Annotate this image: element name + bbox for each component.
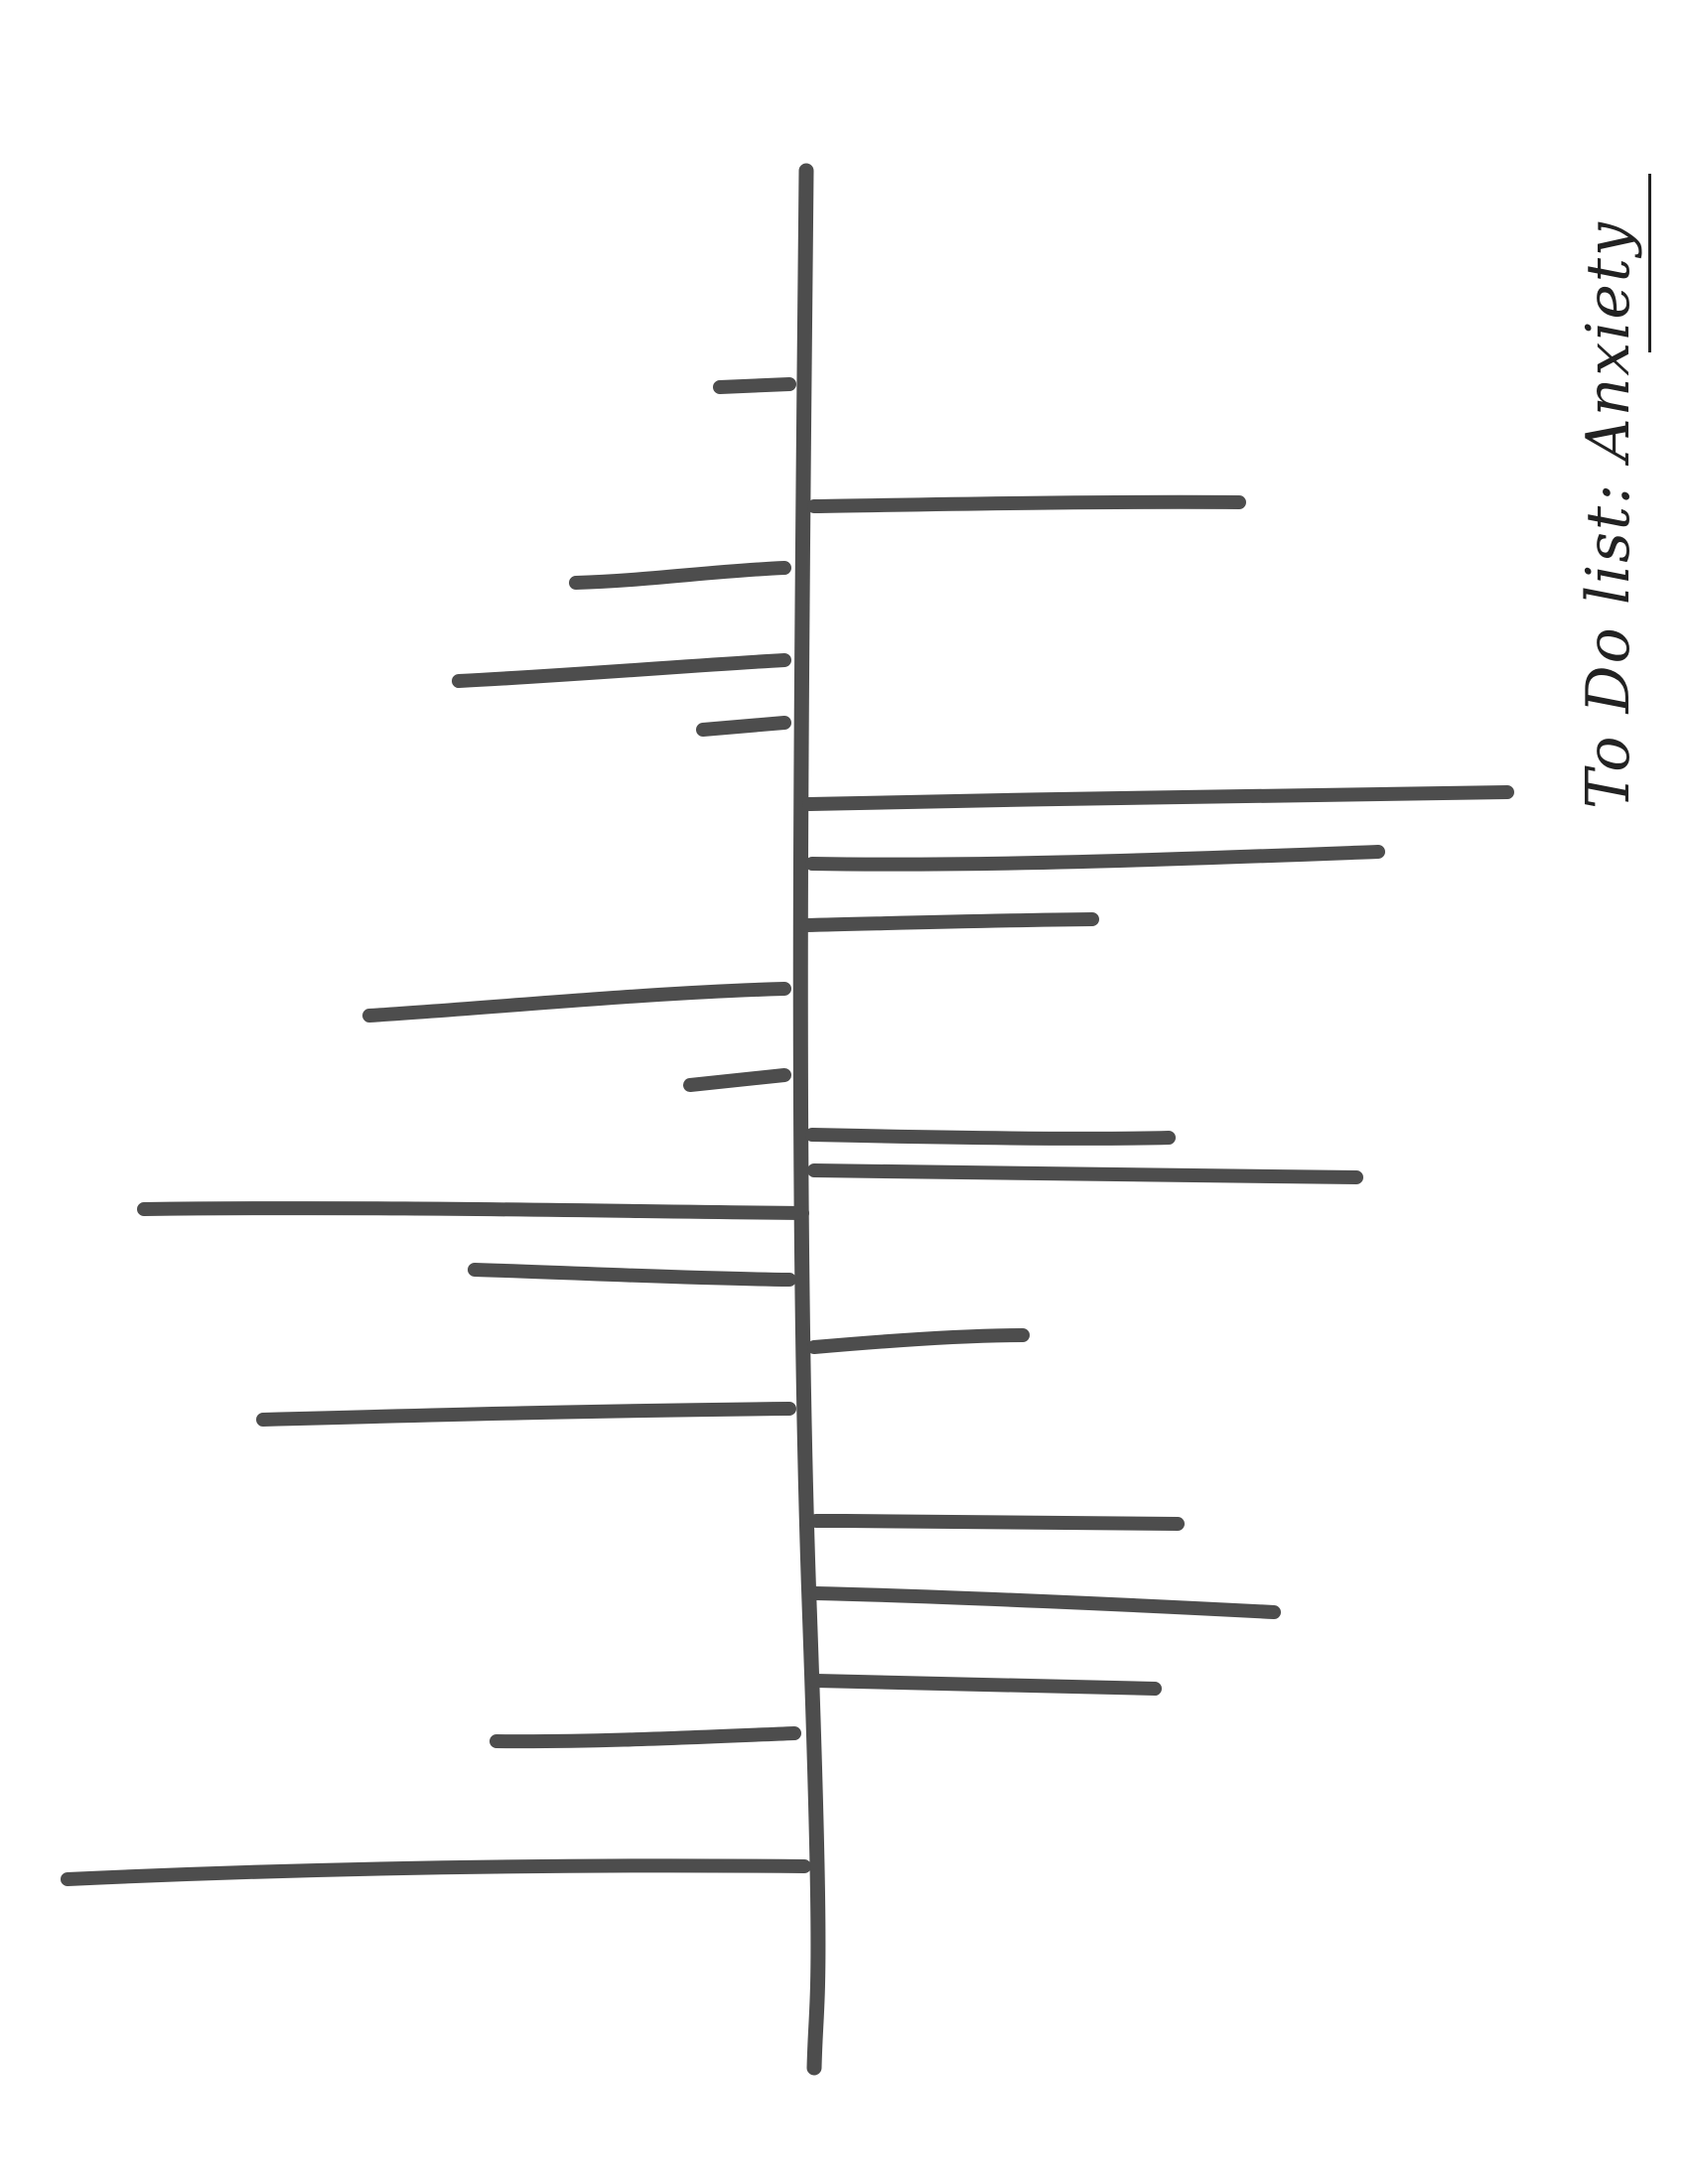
branch-right-3 [805,845,1385,872]
branch-left-3 [452,653,791,688]
branch-left-4 [696,716,791,737]
branch-right-4 [799,912,1099,932]
timeline-spine [792,163,826,2076]
branch-right-6 [807,1163,1363,1184]
title-underline [1648,174,1651,352]
branch-left-7 [137,1201,809,1220]
branch-right-2 [802,785,1514,811]
branch-left-5 [362,982,791,1023]
branch-left-8 [468,1263,796,1287]
branch-right-1 [807,494,1246,513]
branch-right-8 [809,1514,1185,1531]
branch-right-10 [809,1674,1162,1696]
branch-left-10 [490,1726,801,1749]
branch-right-5 [805,1128,1176,1146]
page-title: To Do list: Anxiety [1574,220,1643,809]
branch-right-7 [807,1328,1030,1354]
branch-left-11 [61,1858,811,1886]
branch-left-1 [713,377,796,394]
branch-left-2 [569,561,791,590]
branch-right-9 [809,1586,1281,1619]
branch-left-9 [256,1402,796,1427]
branch-left-6 [683,1068,791,1092]
